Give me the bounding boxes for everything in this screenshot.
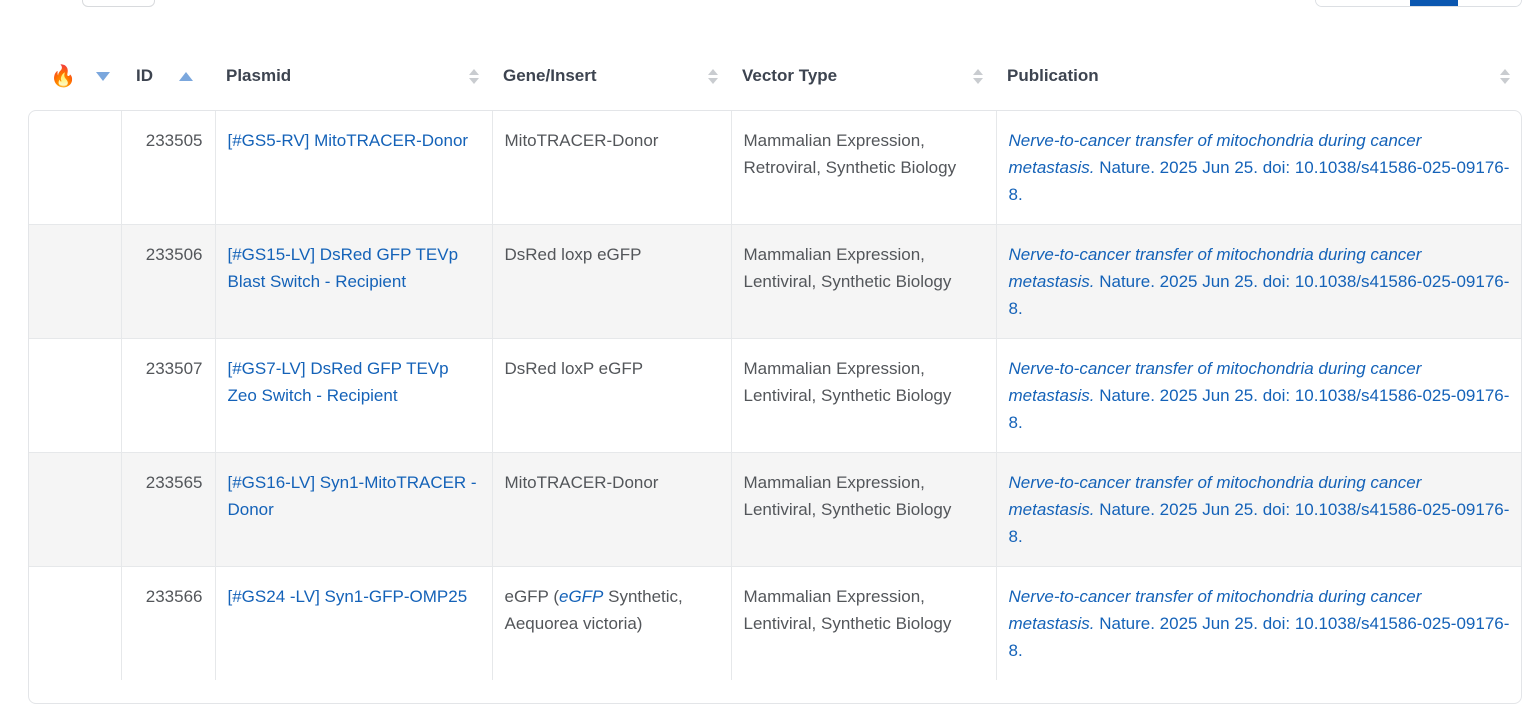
sort-up-icon [1500, 68, 1510, 75]
publication-link[interactable]: Nerve-to-cancer transfer of mitochondria… [1009, 587, 1510, 660]
column-header-plasmid[interactable]: Plasmid [214, 48, 491, 104]
publication-title: Nerve-to-cancer transfer of mitochondria… [1008, 131, 1422, 177]
cell-gene-insert: eGFP (eGFP Synthetic, Aequorea victoria) [492, 566, 732, 680]
gene-text-suffix: Synthetic, Aequorea victoria) [504, 587, 683, 633]
page-size-select[interactable] [82, 0, 155, 7]
publication-citation: Nature. 2025 Jun 25. doi: 10.1038/s41586… [1008, 614, 1510, 660]
cell-popularity [29, 452, 122, 567]
sort-down-icon [469, 77, 479, 84]
pagination-previous-button[interactable]: Previous [1315, 0, 1411, 6]
plasmid-link[interactable]: [#GS16-LV] Syn1-MitoTRACER - Donor [227, 473, 477, 519]
sort-toggle-icon[interactable] [973, 68, 983, 84]
gene-text: MitoTRACER-Donor [504, 131, 659, 150]
toolbar: Previous 1 Next [0, 0, 1530, 40]
sort-down-icon [973, 77, 983, 84]
sort-up-icon [708, 68, 718, 75]
pagination: Previous 1 Next [1314, 0, 1522, 7]
publication-link[interactable]: Nerve-to-cancer transfer of mitochondria… [1009, 473, 1510, 546]
gene-symbol-link[interactable]: eGFP [558, 587, 604, 606]
sort-toggle-icon[interactable] [708, 68, 718, 84]
table-row[interactable]: 233507 [#GS7-LV] DsRed GFP TEVp Zeo Switc… [29, 338, 1521, 453]
cell-vector-type: Mammalian Expression, Lentiviral, Synthe… [731, 224, 997, 339]
column-header-popularity[interactable]: 🔥 [28, 48, 120, 104]
cell-plasmid: [#GS16-LV] Syn1-MitoTRACER - Donor [215, 452, 493, 567]
gene-text: MitoTRACER-Donor [504, 473, 659, 492]
column-header-vector-type-label: Vector Type [742, 66, 838, 85]
plasmid-link[interactable]: [#GS24 -LV] Syn1-GFP-OMP25 [227, 587, 468, 606]
cell-plasmid: [#GS15-LV] DsRed GFP TEVp Blast Switch -… [215, 224, 493, 339]
gene-text: eGFP ( [504, 587, 559, 606]
publication-title: Nerve-to-cancer transfer of mitochondria… [1008, 587, 1422, 633]
column-header-id[interactable]: ID [120, 48, 214, 104]
cell-vector-type: Mammalian Expression, Lentiviral, Synthe… [731, 452, 997, 567]
table-row[interactable]: 233565 [#GS16-LV] Syn1-MitoTRACER - Donor… [29, 452, 1521, 567]
pagination-next-button[interactable]: Next [1458, 0, 1521, 6]
cell-plasmid: [#GS5-RV] MitoTRACER-Donor [215, 111, 493, 225]
cell-gene-insert: DsRed loxP eGFP [492, 338, 732, 453]
cell-plasmid: [#GS7-LV] DsRed GFP TEVp Zeo Switch - Re… [215, 338, 493, 453]
publication-link[interactable]: Nerve-to-cancer transfer of mitochondria… [1009, 359, 1510, 432]
table-row[interactable]: 233566 [#GS24 -LV] Syn1-GFP-OMP25 eGFP (eG… [29, 566, 1521, 681]
cell-vector-type: Mammalian Expression, Lentiviral, Synthe… [731, 566, 997, 680]
cell-publication: Nerve-to-cancer transfer of mitochondria… [996, 567, 1521, 681]
cell-id: 233566 [121, 566, 216, 680]
publication-citation: Nature. 2025 Jun 25. doi: 10.1038/s41586… [1008, 500, 1510, 546]
publication-link[interactable]: Nerve-to-cancer transfer of mitochondria… [1009, 131, 1510, 204]
publication-title: Nerve-to-cancer transfer of mitochondria… [1008, 359, 1422, 405]
publication-citation: Nature. 2025 Jun 25. doi: 10.1038/s41586… [1008, 158, 1510, 204]
cell-publication: Nerve-to-cancer transfer of mitochondria… [996, 338, 1521, 453]
cell-popularity [29, 111, 122, 225]
cell-vector-type: Mammalian Expression, Lentiviral, Synthe… [731, 338, 997, 453]
cell-popularity [29, 566, 122, 680]
publication-citation: Nature. 2025 Jun 25. doi: 10.1038/s41586… [1008, 272, 1510, 318]
gene-text: DsRed loxP eGFP [504, 359, 644, 378]
sort-down-icon [708, 77, 718, 84]
sort-up-icon [973, 68, 983, 75]
cell-gene-insert: DsRed loxp eGFP [492, 224, 732, 339]
cell-id: 233505 [121, 111, 216, 225]
cell-id: 233565 [121, 452, 216, 567]
cell-publication: Nerve-to-cancer transfer of mitochondria… [996, 111, 1521, 225]
cell-popularity [29, 224, 122, 339]
plasmid-link[interactable]: [#GS7-LV] DsRed GFP TEVp Zeo Switch - Re… [227, 359, 449, 405]
flame-icon: 🔥 [50, 64, 77, 88]
cell-publication: Nerve-to-cancer transfer of mitochondria… [996, 224, 1521, 339]
cell-id: 233507 [121, 338, 216, 453]
column-header-gene-insert-label: Gene/Insert [503, 66, 597, 85]
plasmid-results-table: 233505 [#GS5-RV] MitoTRACER-Donor MitoTRAC… [28, 110, 1522, 704]
cell-popularity [29, 338, 122, 453]
column-header-gene-insert[interactable]: Gene/Insert [491, 48, 730, 104]
cell-plasmid: [#GS24 -LV] Syn1-GFP-OMP25 [215, 566, 493, 680]
sort-up-icon [469, 68, 479, 75]
publication-link[interactable]: Nerve-to-cancer transfer of mitochondria… [1009, 245, 1510, 318]
table-row[interactable]: 233506 [#GS15-LV] DsRed GFP TEVp Blast Sw… [29, 224, 1521, 339]
column-header-publication-label: Publication [1007, 66, 1099, 85]
publication-title: Nerve-to-cancer transfer of mitochondria… [1008, 473, 1422, 519]
publication-citation: Nature. 2025 Jun 25. doi: 10.1038/s41586… [1008, 386, 1510, 432]
sort-down-icon [1500, 77, 1510, 84]
cell-vector-type: Mammalian Expression, Retroviral, Synthe… [731, 111, 997, 225]
sort-asc-icon[interactable] [179, 71, 193, 81]
cell-id: 233506 [121, 224, 216, 339]
pagination-page-1-button[interactable]: 1 [1410, 0, 1459, 6]
column-header-publication[interactable]: Publication [995, 48, 1522, 104]
table-row[interactable]: 233505 [#GS5-RV] MitoTRACER-Donor MitoTRAC… [29, 111, 1521, 225]
sort-desc-icon[interactable] [96, 71, 111, 81]
cell-gene-insert: MitoTRACER-Donor [492, 452, 732, 567]
publication-title: Nerve-to-cancer transfer of mitochondria… [1008, 245, 1422, 291]
sort-toggle-icon[interactable] [469, 68, 479, 84]
plasmid-link[interactable]: [#GS15-LV] DsRed GFP TEVp Blast Switch -… [227, 245, 459, 291]
plasmid-link[interactable]: [#GS5-RV] MitoTRACER-Donor [227, 131, 469, 150]
gene-text: DsRed loxp eGFP [504, 245, 642, 264]
column-header-id-label: ID [136, 66, 153, 85]
cell-gene-insert: MitoTRACER-Donor [492, 111, 732, 225]
column-header-vector-type[interactable]: Vector Type [730, 48, 995, 104]
sort-toggle-icon[interactable] [1500, 68, 1510, 84]
cell-publication: Nerve-to-cancer transfer of mitochondria… [996, 452, 1521, 567]
table-header-row: 🔥 ID Plasmid Gene/Insert Vector Type Pub… [28, 48, 1522, 104]
column-header-plasmid-label: Plasmid [226, 66, 292, 85]
